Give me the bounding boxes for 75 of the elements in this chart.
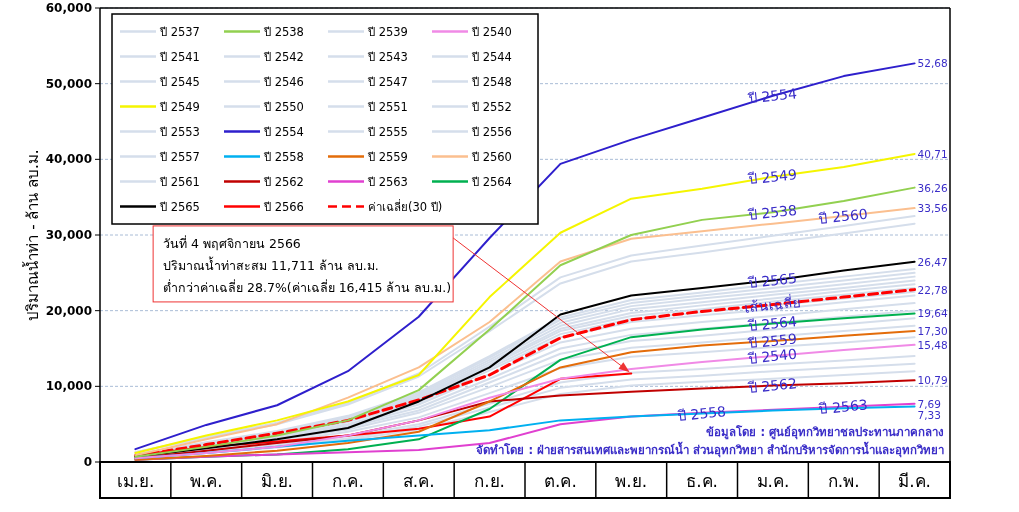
legend-label: ปี 2562 (263, 174, 304, 189)
legend-label: ปี 2541 (159, 49, 200, 64)
y-tick-label: 10,000 (45, 379, 92, 394)
annotation: 26,47 (917, 255, 948, 268)
legend-label: ปี 2540 (471, 24, 512, 39)
y-tick-label: 0 (83, 455, 92, 469)
annotation: 33,56 (917, 202, 948, 215)
annotation: 7,33 (917, 408, 941, 421)
legend-label: ปี 2566 (263, 199, 304, 214)
legend-label: ปี 2558 (263, 149, 304, 164)
x-tick-label: ม.ค. (756, 471, 790, 491)
x-tick-label: เม.ย. (116, 471, 155, 491)
x-tick-label: ต.ค. (544, 471, 577, 491)
annotation: ปี 2558 (676, 403, 727, 425)
legend-label: ปี 2565 (159, 199, 200, 214)
y-tick-label: 40,000 (45, 152, 92, 167)
legend-label: ปี 2564 (471, 174, 512, 189)
legend-label: ปี 2551 (367, 99, 408, 114)
annotation: ปี 2562 (747, 375, 798, 397)
annotation: 40,71 (917, 147, 948, 160)
legend-label: ปี 2553 (159, 124, 200, 139)
annotation: เส้นเฉลี่ย (743, 292, 802, 316)
legend-label: ปี 2548 (471, 74, 512, 89)
y-axis-title: ปริมาณน้ำท่า - ล้าน ลบ.ม. (22, 149, 42, 321)
x-tick-label: ก.ย. (474, 471, 505, 491)
annotation: 10,79 (917, 374, 948, 387)
y-tick-label: 60,000 (45, 1, 92, 15)
annotation: 52,68 (917, 57, 948, 70)
annotation: ปี 2549 (747, 166, 798, 188)
y-tick-label: 20,000 (45, 303, 92, 318)
x-tick-label: ธ.ค. (686, 471, 718, 491)
legend-label: ปี 2545 (159, 74, 200, 89)
legend-label: ปี 2555 (367, 124, 408, 139)
legend-label: ปี 2549 (159, 99, 200, 114)
legend-label: ปี 2550 (263, 99, 304, 114)
legend-label: ปี 2559 (367, 149, 408, 164)
annotation: 19,64 (917, 307, 948, 320)
legend-label: ปี 2542 (263, 49, 304, 64)
x-tick-label: ก.ค. (332, 471, 364, 491)
legend-label: ปี 2544 (471, 49, 512, 64)
annotation: ปี 2563 (817, 396, 869, 418)
annotation: ปี 2565 (747, 269, 798, 291)
annotation: 7,69 (917, 397, 941, 410)
legend-label: ปี 2546 (263, 74, 304, 89)
legend-label: ปี 2557 (159, 149, 200, 164)
legend-label: ปี 2554 (263, 124, 304, 139)
annotation: 17,30 (917, 325, 948, 338)
annotation: วันที่ 4 พฤศจิกายน 2566 ปริมาณน้ำท่าสะสม 11,711 ล้าน ลบ.ม. ต่ำกว่าค่าเฉลี่ย 28.7%(ค่าเฉลี่ย 16,415 ล้าน ลบ.ม.) (163, 234, 452, 295)
legend-label: ปี 2552 (471, 99, 512, 114)
y-tick-label: 30,000 (45, 228, 92, 242)
legend-label: ปี 2539 (367, 24, 408, 39)
legend-label: ปี 2538 (263, 24, 304, 39)
legend-label: ปี 2556 (471, 124, 512, 139)
annotation: 22,78 (917, 283, 948, 296)
annotation: 15,48 (917, 338, 948, 351)
annotation: ปี 2538 (747, 201, 798, 223)
legend-label: ปี 2543 (367, 49, 408, 64)
annotation: ปี 2560 (817, 205, 869, 227)
legend-label: ปี 2560 (471, 149, 512, 164)
annotation: ปี 2554 (747, 85, 798, 107)
annotation: ข้อมูลโดย : ศูนย์อุทกวิทยาชลประทานภาคกลาง (706, 424, 944, 440)
legend-label: ปี 2563 (367, 174, 408, 189)
x-tick-label: มี.ค. (898, 471, 931, 491)
legend-label: ปี 2561 (159, 174, 200, 189)
x-tick-label: มิ.ย. (261, 471, 293, 491)
legend-label: ปี 2547 (367, 74, 408, 89)
annotation: จัดทำโดย : ฝ่ายสารสนเทศและพยากรณ์น้ำ ส่วนอุทกวิทยา สำนักบริหารจัดการน้ำและอุทกวิทยา (476, 441, 944, 458)
x-tick-label: พ.ค. (189, 471, 223, 491)
annotation: 36,26 (917, 181, 948, 194)
x-tick-label: ก.พ. (827, 471, 860, 491)
legend-label: ปี 2537 (159, 24, 200, 39)
x-tick-label: ส.ค. (402, 471, 435, 491)
y-tick-label: 50,000 (45, 76, 92, 91)
legend-label: ค่าเฉลี่ย(30 ปี) (368, 198, 443, 214)
x-tick-label: พ.ย. (615, 471, 648, 491)
